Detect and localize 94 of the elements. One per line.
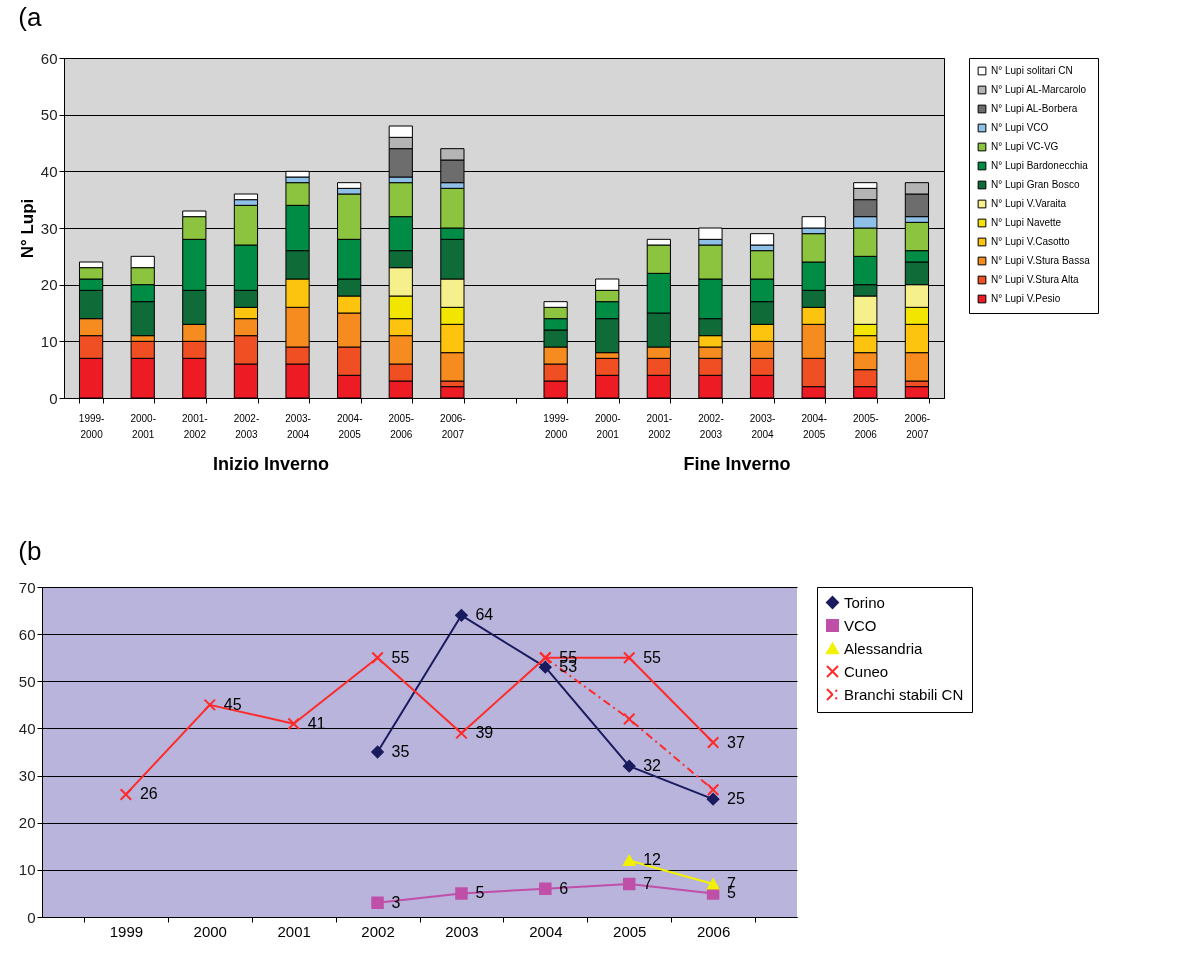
point — [287, 717, 300, 730]
x-tick-label: 2000-2001 — [594, 412, 621, 440]
legend-label: N° Lupi V.Stura Alta — [991, 274, 1080, 285]
data-label: 45 — [223, 695, 242, 713]
x-tick-label: 2004-2005 — [336, 412, 363, 440]
legend-label: N° Lupi VC-VG — [991, 141, 1059, 152]
data-label: 12 — [643, 851, 662, 869]
x-tick-label: 2003-2004 — [749, 412, 776, 440]
x-tick-label: 2004-2005 — [801, 412, 827, 440]
legend-label: N° Lupi V.Stura Bassa — [991, 255, 1091, 266]
y-tick-label: 20 — [40, 276, 58, 294]
data-label: 6 — [559, 879, 569, 897]
data-label: 3 — [391, 893, 401, 911]
point — [622, 759, 636, 773]
x-tick-label: 2004 — [529, 922, 563, 940]
x-tick-label: 2001-2002 — [182, 412, 208, 440]
y-tick-label: 50 — [18, 672, 36, 690]
point — [706, 783, 720, 796]
data-label: 35 — [391, 743, 410, 760]
x-tick-label: 1999-2000 — [78, 412, 105, 440]
x-tick-label: 2006-2007 — [440, 412, 466, 440]
legend-label: Branchi stabili CN — [844, 685, 964, 703]
legend-label: N° Lupi Bardonecchia — [991, 160, 1089, 171]
point — [455, 609, 468, 622]
data-label: 32 — [643, 757, 662, 775]
data-label: 55 — [643, 648, 662, 666]
y-tick-label: 70 — [18, 578, 36, 596]
point — [622, 651, 636, 664]
y-axis-title: N° Lupi — [17, 198, 37, 259]
y-tick-label: 40 — [18, 719, 36, 737]
x-tick-label: 2006-2007 — [904, 412, 931, 440]
data-label: 7 — [643, 875, 653, 892]
data-label: 55 — [391, 648, 410, 666]
x-tick-label: 2006 — [696, 922, 731, 940]
y-tick-label: 0 — [49, 389, 58, 407]
legend-label: Alessandria — [844, 639, 924, 657]
chart-title: (a — [18, 2, 42, 32]
legend-label: N° Lupi Navette — [991, 217, 1062, 228]
legend-label: N° Lupi Gran Bosco — [991, 179, 1080, 190]
x-tick-label: 2002-2003 — [233, 412, 260, 440]
y-tick-label: 40 — [40, 162, 58, 180]
x-tick-label: 2002 — [361, 922, 395, 940]
x-tick-label: 2005-2006 — [853, 412, 879, 440]
point — [622, 712, 636, 726]
y-tick-label: 10 — [18, 861, 36, 879]
y-tick-label: 60 — [40, 49, 58, 67]
x-tick-label: 2005-2006 — [388, 412, 415, 440]
legend-label: N° Lupi VCO — [991, 122, 1049, 133]
data-label: 37 — [727, 733, 746, 751]
x-tick-label: 2000 — [193, 922, 227, 940]
point — [706, 792, 720, 806]
x-tick-label: 2003-2004 — [285, 412, 311, 440]
point — [119, 788, 133, 801]
y-tick-label: 60 — [18, 625, 36, 643]
x-tick-label: 1999-2000 — [543, 412, 569, 440]
y-tick-label: 0 — [27, 908, 36, 926]
x-tick-label: 2002-2003 — [698, 412, 724, 440]
legend-label: N° Lupi V.Casotto — [991, 236, 1071, 247]
text: Fine Inverno — [683, 454, 791, 474]
data-label: 26 — [139, 785, 158, 803]
data-label: 5 — [475, 884, 485, 902]
point — [455, 887, 468, 900]
chart-title: (b — [18, 536, 42, 566]
point — [203, 698, 217, 712]
legend-label: N° Lupi V.Varaita — [991, 198, 1067, 209]
legend-label: Cuneo — [844, 662, 889, 680]
point — [455, 726, 468, 740]
point — [539, 660, 552, 674]
y-tick-label: 30 — [40, 219, 58, 237]
x-tick-label: 2003 — [445, 922, 479, 940]
legend-label: N° Lupi AL-Borbera — [991, 103, 1078, 114]
data-label: 25 — [727, 790, 746, 808]
legend-label: Torino — [844, 593, 885, 611]
point — [371, 745, 384, 759]
y-tick-label: 20 — [18, 814, 36, 832]
y-tick-label: 30 — [18, 767, 36, 785]
point — [622, 877, 636, 891]
text: Inizio Inverno — [213, 454, 330, 474]
point — [371, 896, 384, 910]
legend-label: VCO — [844, 616, 877, 634]
point — [706, 736, 720, 749]
data-label: 64 — [475, 606, 494, 624]
legend-label: N° Lupi V.Pesio — [991, 293, 1061, 304]
y-tick-label: 50 — [40, 106, 58, 124]
legend-label: N° Lupi solitari CN — [991, 65, 1073, 76]
y-tick-label: 10 — [40, 332, 58, 350]
x-tick-label: 2001-2002 — [646, 412, 673, 440]
x-tick-label: 2001 — [277, 922, 311, 940]
x-tick-label: 1999 — [109, 922, 144, 940]
point — [371, 651, 384, 664]
x-tick-label: 2000-2001 — [130, 412, 156, 440]
legend-label: N° Lupi AL-Marcarolo — [991, 84, 1087, 95]
x-tick-label: 2005 — [613, 922, 647, 940]
point — [539, 882, 552, 895]
